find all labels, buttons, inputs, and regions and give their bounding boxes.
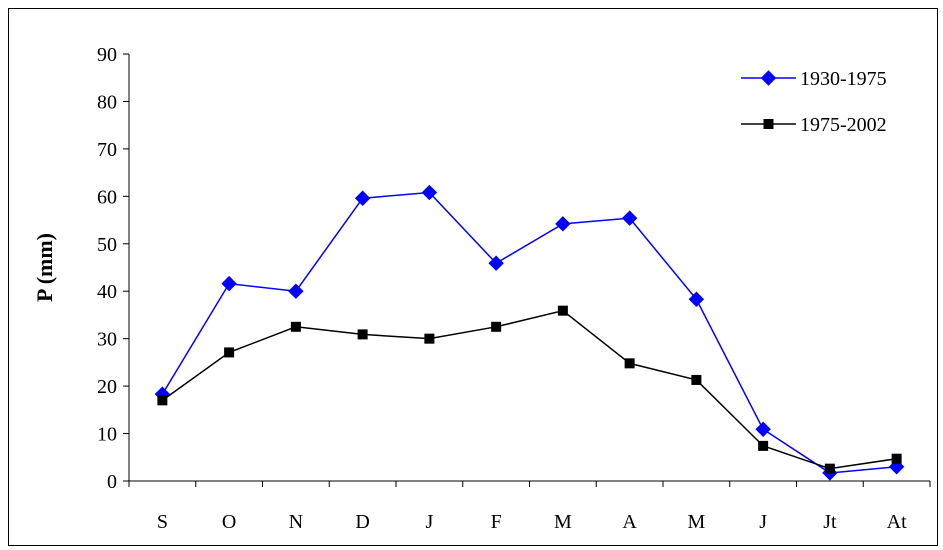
data-point [221,275,237,292]
series-layer [154,184,905,481]
y-tick-label: 10 [97,424,117,446]
y-tick-label: 0 [107,471,117,493]
data-point [424,333,435,344]
legend-marker [763,119,774,129]
data-point [290,321,301,332]
legend-label: 1930-1975 [800,68,887,90]
y-tick-label: 30 [97,329,117,351]
y-tick-label: 60 [97,186,117,208]
legend-marker [760,70,777,86]
data-point [421,184,438,201]
x-tick-label: F [491,511,502,533]
y-tick-label: 50 [97,234,117,256]
x-tick-label: M [687,511,705,533]
x-tick-label: At [887,511,907,533]
x-tick-label: J [759,511,767,533]
series-line [161,309,897,470]
x-tick-label: N [289,511,303,533]
series-line [161,191,897,474]
y-tick-label: 70 [97,139,117,161]
series-2 [157,305,902,474]
series-1 [154,184,905,481]
data-point [357,329,368,340]
data-point [891,453,902,464]
data-point [755,421,771,437]
x-tick-label: O [222,511,236,533]
data-point [224,347,235,358]
y-tick-label: 80 [97,91,117,113]
legend: 1930-1975 1975-2002 [741,68,887,136]
data-point [824,463,835,474]
data-point [758,440,769,451]
x-ticks: S O N D J F M A M J Jt At [128,481,931,533]
legend-item: 1930-1975 [741,68,887,90]
data-point [288,283,304,299]
y-axis-label: P (mm) [32,233,57,302]
x-tick-label: D [355,511,369,533]
data-point [555,216,571,232]
y-tick-label: 20 [97,376,117,398]
x-tick-label: Jt [823,511,837,533]
y-tick-label: 40 [97,281,117,303]
y-tick-label: 90 [97,44,117,66]
legend-item: 1975-2002 [741,114,887,136]
data-point [354,190,371,206]
data-point [557,305,568,316]
x-tick-label: A [622,511,637,533]
data-point [488,255,504,271]
x-tick-label: M [554,511,572,533]
data-point [621,210,638,226]
x-tick-label: S [157,511,168,533]
data-point [688,291,705,307]
data-point [491,321,502,332]
chart-frame [8,8,938,546]
data-point [624,358,635,369]
legend-label: 1975-2002 [800,114,887,136]
x-tick-label: J [425,511,433,533]
data-point [691,374,702,385]
data-point [157,395,168,406]
y-ticks: 0 10 20 30 40 50 60 70 80 90 [97,44,129,493]
